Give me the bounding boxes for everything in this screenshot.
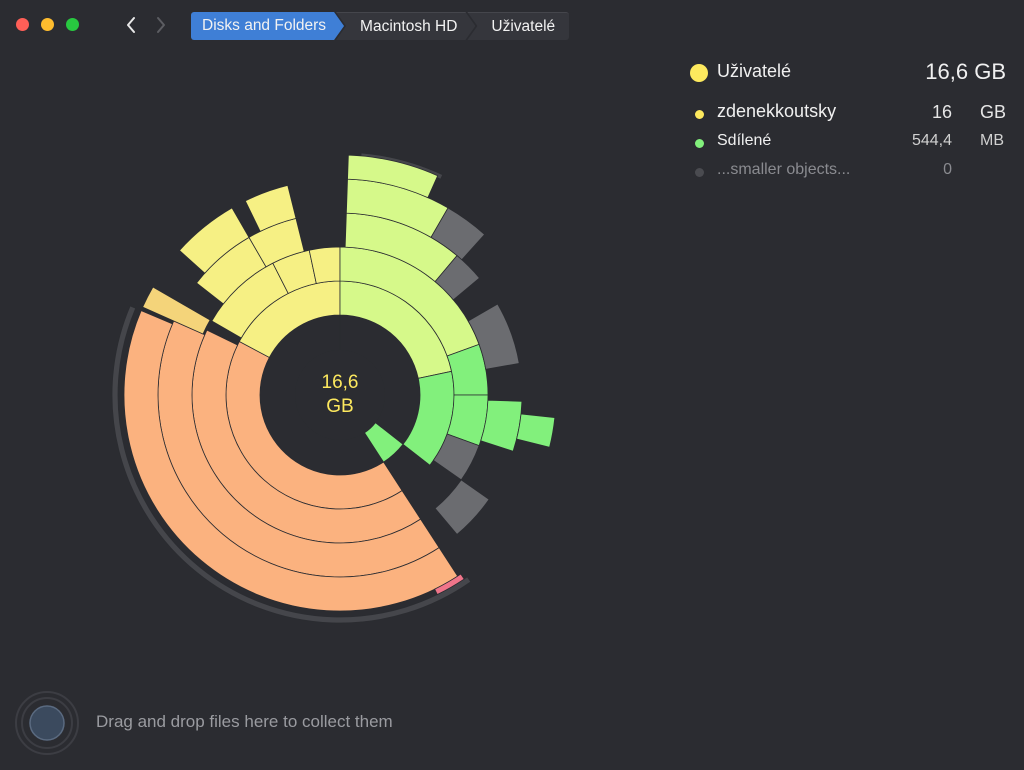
legend-dot: [695, 168, 704, 177]
legend-item-sdilene[interactable]: Sdílené 544,4 MB: [690, 127, 1010, 156]
legend-item-value: 16: [931, 102, 952, 122]
sunburst-chart[interactable]: 16,6 GB: [0, 52, 620, 672]
legend-title-row[interactable]: Uživatelé 16,6 GB: [690, 58, 1010, 98]
legend-title-size: 16,6 GB: [925, 59, 1006, 84]
sunburst-ring-shared[interactable]: [363, 422, 404, 463]
legend-dot: [695, 139, 704, 148]
sunburst-segment-lightgreen-l5[interactable]: [347, 154, 439, 199]
breadcrumb: Disks and Folders Macintosh HD Uživatelé: [191, 12, 570, 40]
dropzone-hint: Drag and drop files here to collect them: [96, 712, 393, 731]
legend-item-value: 544,4: [911, 132, 952, 149]
sunburst-segment-orange-l4[interactable]: [123, 310, 459, 612]
legend-dot: [690, 64, 708, 82]
close-button[interactable]: [16, 18, 29, 31]
sunburst-segment-gray-b[interactable]: [434, 255, 480, 301]
legend-item-name: zdenekkoutsky: [717, 101, 837, 121]
sunburst-segment-yellow-l4b[interactable]: [244, 184, 297, 232]
sunburst-segment-yellow-edge[interactable]: [142, 286, 211, 335]
sunburst-outer-rim-main[interactable]: [111, 305, 472, 624]
sunburst-segment-green-l4[interactable]: [516, 413, 556, 448]
sunburst-segment-yellow-l4a[interactable]: [178, 207, 250, 274]
collector-icon[interactable]: [14, 690, 80, 756]
legend-item-unit: GB: [980, 102, 1007, 122]
legend-item-smaller-objects[interactable]: ...smaller objects... 0: [690, 156, 1010, 185]
breadcrumb-macintosh-hd[interactable]: Macintosh HD: [336, 12, 475, 40]
legend-panel: Uživatelé 16,6 GB zdenekkoutsky 16 GB Sd…: [690, 58, 1010, 185]
center-size-unit: GB: [326, 396, 353, 417]
chevron-right-icon: [157, 17, 165, 33]
forward-button[interactable]: [151, 12, 171, 38]
titlebar: Disks and Folders Macintosh HD Uživatelé: [0, 0, 1024, 52]
center-size-value: 16,6: [322, 372, 359, 393]
legend-item-unit: MB: [980, 132, 1004, 149]
minimize-button[interactable]: [41, 18, 54, 31]
legend-item-name: ...smaller objects...: [717, 161, 851, 178]
legend-title-name: Uživatelé: [717, 61, 792, 81]
sunburst-segment-gray-c[interactable]: [432, 433, 480, 481]
sunburst-segment-pink[interactable]: [434, 573, 465, 596]
sunburst-segment-gray-e[interactable]: [434, 479, 490, 535]
breadcrumb-uzivatele[interactable]: Uživatelé: [467, 12, 570, 40]
legend-item-name: Sdílené: [717, 132, 772, 149]
breadcrumb-disks-and-folders[interactable]: Disks and Folders: [191, 12, 344, 40]
sunburst-center-hole[interactable]: [295, 350, 385, 440]
sunburst-segment-gray-d[interactable]: [467, 303, 520, 370]
maximize-button[interactable]: [66, 18, 79, 31]
legend-item-value: 0: [943, 161, 952, 178]
legend-dot: [695, 110, 704, 119]
legend-item-zdenekkoutsky[interactable]: zdenekkoutsky 16 GB: [690, 98, 1010, 127]
chevron-left-icon: [127, 17, 135, 33]
back-button[interactable]: [121, 12, 141, 38]
